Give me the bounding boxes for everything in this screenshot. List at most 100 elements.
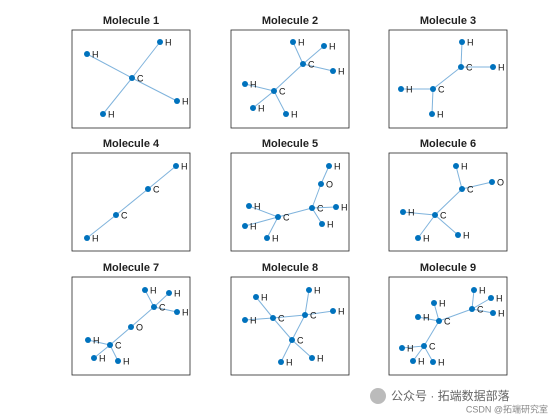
atom-node — [275, 214, 281, 220]
atom-node — [429, 111, 435, 117]
atom-node — [326, 163, 332, 169]
atom-label: H — [182, 96, 189, 106]
atom-label: O — [326, 179, 333, 189]
axes-box — [230, 29, 350, 129]
molecule-panel: Molecule 1 C H H H H — [71, 15, 191, 129]
panel-title: Molecule 6 — [420, 138, 476, 150]
atom-label: H — [250, 221, 257, 231]
atom-label: C — [297, 335, 304, 345]
axes-box — [388, 29, 508, 129]
axes-box — [230, 276, 350, 376]
atom-label: H — [92, 233, 99, 243]
atom-node — [173, 163, 179, 169]
atom-label: H — [174, 288, 181, 298]
bond — [455, 165, 463, 190]
watermark-icon — [370, 388, 386, 404]
bond — [460, 41, 463, 68]
bond — [471, 289, 475, 310]
bond — [434, 214, 459, 236]
atom-label: H — [479, 285, 486, 295]
atom-label: C — [115, 340, 122, 350]
atom-label: H — [93, 335, 100, 345]
atom-label: H — [182, 307, 189, 317]
panel-title: Molecule 2 — [262, 15, 318, 27]
atom-node — [278, 359, 284, 365]
atom-label: H — [108, 109, 115, 119]
atom-node — [309, 205, 315, 211]
bond — [434, 188, 463, 216]
atom-label: H — [408, 207, 415, 217]
molecule-panel: Molecule 3 C C H H H H — [388, 15, 508, 129]
bond — [311, 206, 337, 209]
atom-label: O — [497, 177, 504, 187]
bond — [255, 296, 274, 319]
atom-label: H — [498, 62, 505, 72]
panel-title: Molecule 4 — [103, 138, 160, 150]
atom-node — [399, 345, 405, 351]
atom-label: H — [261, 292, 268, 302]
atom-node — [91, 355, 97, 361]
panel-title: Molecule 8 — [262, 262, 318, 274]
atom-node — [459, 39, 465, 45]
bond — [311, 207, 323, 225]
atom-label: C — [317, 203, 324, 213]
atom-node — [415, 235, 421, 241]
atom-label: H — [250, 79, 257, 89]
atom-label: H — [327, 219, 334, 229]
bond — [131, 41, 161, 79]
bond — [417, 316, 440, 322]
atom-node — [333, 204, 339, 210]
atom-label: H — [92, 49, 99, 59]
molecule-panel: Molecule 2 C C H H H H H H — [230, 15, 350, 129]
bond — [432, 66, 462, 90]
atom-node — [113, 212, 119, 218]
axes-box — [388, 276, 508, 376]
bond — [461, 181, 493, 190]
atom-node — [415, 314, 421, 320]
atom-node — [318, 181, 324, 187]
bond — [291, 339, 313, 359]
atom-node — [115, 358, 121, 364]
watermark-text: 公众号 · 拓端数据部落 — [391, 388, 510, 403]
bond — [401, 345, 425, 349]
atom-label: H — [406, 84, 413, 94]
atom-node — [174, 98, 180, 104]
bond — [86, 214, 117, 239]
atom-label: H — [338, 66, 345, 76]
atom-label: H — [286, 357, 293, 367]
atom-node — [85, 337, 91, 343]
bond — [109, 326, 132, 346]
atom-label: H — [165, 37, 172, 47]
atom-label: H — [438, 357, 445, 367]
atom-node — [302, 312, 308, 318]
panel-title: Molecule 1 — [103, 15, 159, 27]
atom-label: H — [123, 356, 130, 366]
atom-label: H — [463, 230, 470, 240]
atom-node — [436, 318, 442, 324]
atom-label: C — [137, 73, 144, 83]
atom-node — [142, 287, 148, 293]
bond — [291, 314, 306, 341]
bond — [320, 165, 330, 185]
bond — [144, 289, 155, 308]
bond — [272, 314, 306, 319]
bond — [87, 339, 111, 346]
atom-label: H — [258, 103, 265, 113]
atom-node — [431, 300, 437, 306]
bond — [130, 306, 155, 328]
atom-node — [421, 343, 427, 349]
bond — [417, 214, 436, 239]
atom-node — [84, 51, 90, 57]
bond — [433, 302, 440, 322]
atom-node — [107, 342, 113, 348]
atom-label: H — [298, 37, 305, 47]
atom-label: H — [423, 233, 430, 243]
panel-title: Molecule 7 — [103, 262, 159, 274]
bond — [277, 207, 313, 218]
atom-node — [290, 39, 296, 45]
bond — [431, 88, 434, 115]
panel-title: Molecule 3 — [420, 15, 476, 27]
bond — [93, 344, 111, 359]
molecule-panel: Molecule 8 H H C C H H C H H — [230, 262, 350, 376]
atom-node — [246, 203, 252, 209]
